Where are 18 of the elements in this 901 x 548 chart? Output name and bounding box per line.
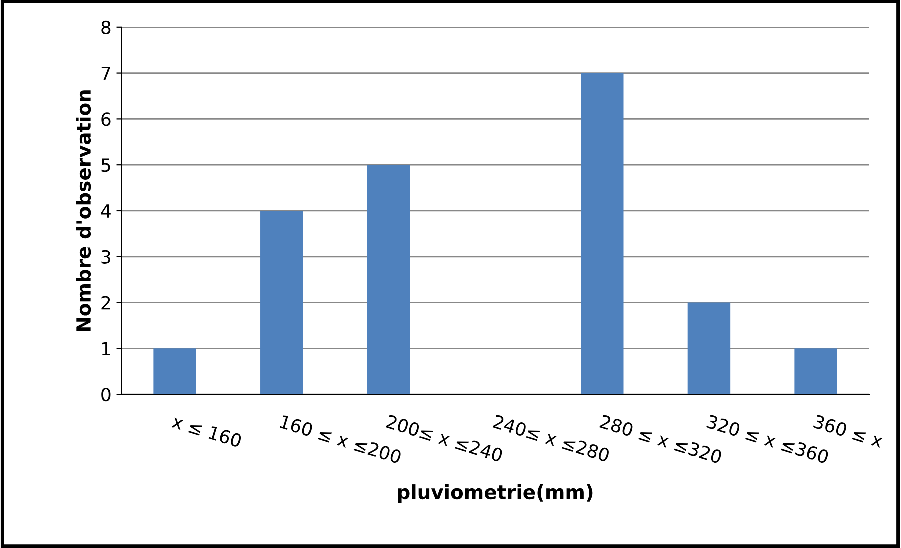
y-tick-label: 8	[102, 20, 111, 35]
bar	[154, 348, 196, 395]
x-tick-label: x ≤ 160	[171, 414, 242, 448]
y-tick-label: 0	[102, 388, 111, 402]
bar	[367, 165, 410, 395]
y-tick-label: 7	[102, 66, 110, 80]
bar	[794, 348, 838, 395]
y-tick-label: 3	[102, 250, 110, 264]
y-tick-label: 1	[102, 342, 110, 356]
bar	[581, 73, 624, 395]
y-tick-label: 2	[102, 296, 110, 310]
bar	[260, 210, 304, 395]
y-tick-label: 5	[102, 158, 110, 172]
y-axis-title: Nombre d'observation	[76, 90, 92, 332]
x-axis-title: pluviometrie(mm)	[398, 484, 593, 504]
y-tick-label: 6	[102, 112, 111, 126]
bar	[688, 302, 731, 395]
y-tick-label: 4	[101, 204, 111, 218]
